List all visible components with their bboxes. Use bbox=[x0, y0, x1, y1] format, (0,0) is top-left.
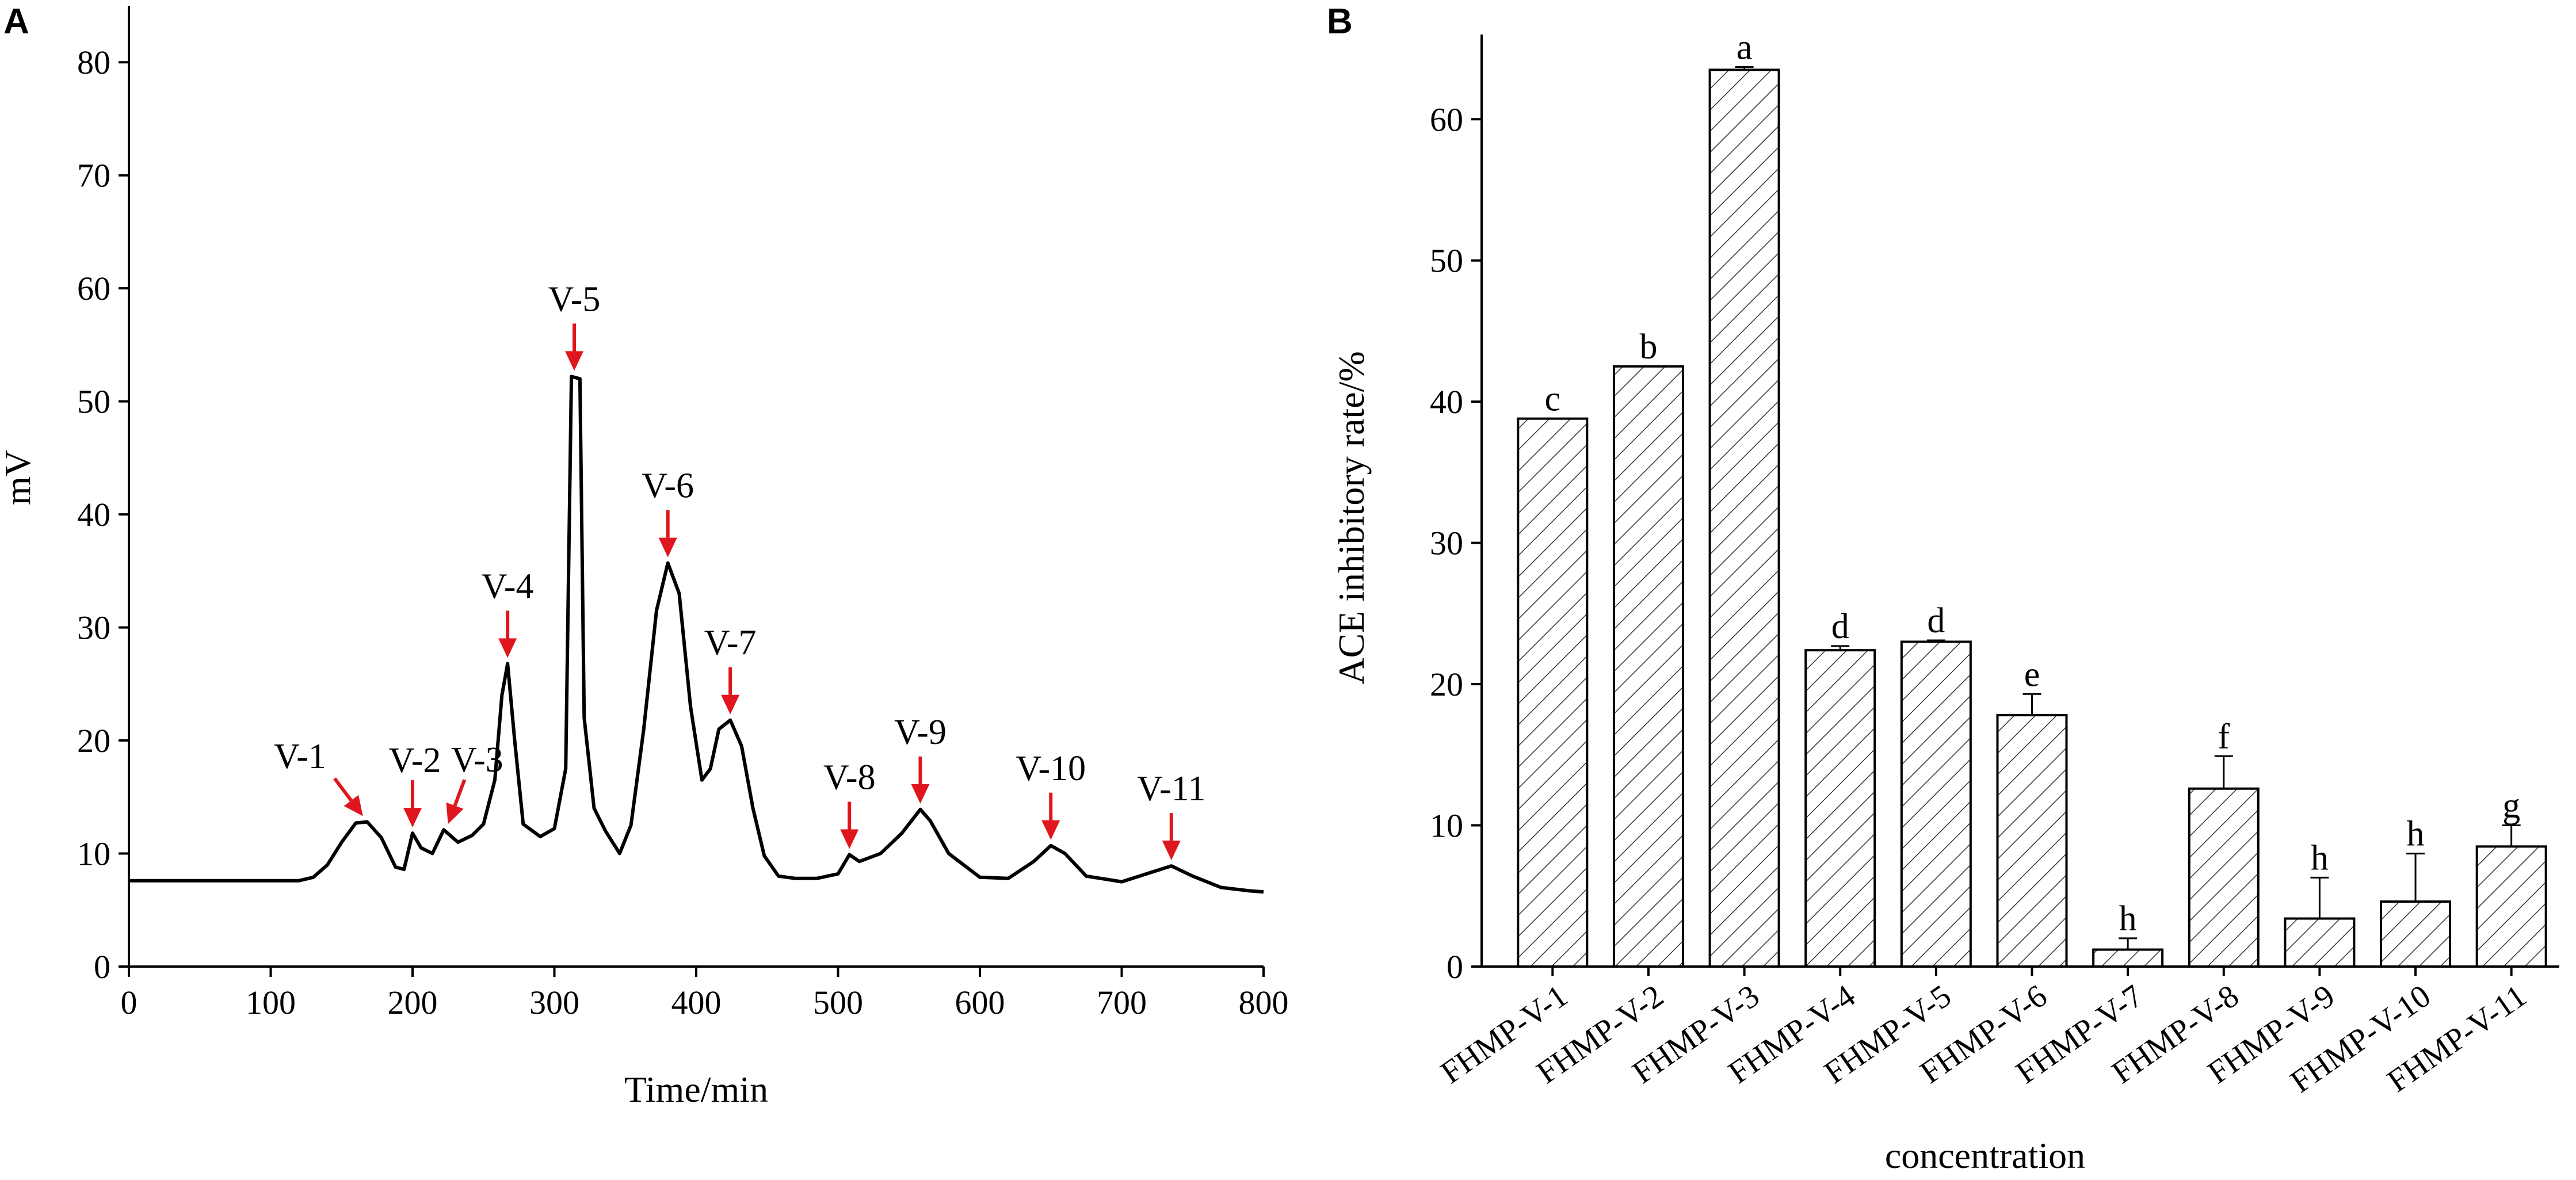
panel-a-x-tick-label: 100 bbox=[246, 984, 296, 1021]
peak-annotation: V-5 bbox=[548, 280, 601, 371]
panel-a-x-tick-label: 600 bbox=[955, 984, 1005, 1021]
significance-letter: h bbox=[2407, 815, 2425, 854]
bar bbox=[1612, 365, 1684, 968]
significance-letter: f bbox=[2218, 717, 2230, 756]
panel-b-y-tick-label: 10 bbox=[1430, 807, 1463, 845]
arrow-head bbox=[1162, 841, 1181, 861]
panel-b-y-tick-label: 50 bbox=[1430, 242, 1463, 280]
panel-a-y-tick-label: 40 bbox=[77, 496, 110, 533]
peak-label: V-3 bbox=[451, 740, 503, 780]
bar bbox=[1517, 417, 1589, 968]
significance-letter: h bbox=[2311, 838, 2329, 877]
arrow-head bbox=[403, 808, 422, 828]
peak-annotation: V-3 bbox=[446, 740, 503, 824]
arrow-head bbox=[911, 784, 930, 804]
panel-a-y-tick-label: 80 bbox=[77, 44, 110, 81]
peak-annotation: V-10 bbox=[1016, 749, 1086, 840]
peak-label: V-9 bbox=[894, 713, 947, 752]
arrow-shaft bbox=[453, 779, 467, 807]
panel-b-y-tick-label: 0 bbox=[1447, 948, 1463, 986]
peak-label: V-11 bbox=[1137, 769, 1205, 808]
panel-a-y-tick-label: 70 bbox=[77, 157, 110, 194]
peak-annotation: V-7 bbox=[704, 624, 757, 715]
panel-b-y-tick-label: 30 bbox=[1430, 525, 1463, 562]
panel-a-x-tick-label: 300 bbox=[529, 984, 579, 1021]
arrow-head bbox=[565, 351, 584, 371]
peak-label: V-5 bbox=[548, 280, 601, 319]
bar bbox=[1996, 714, 2068, 968]
significance-letter: g bbox=[2502, 786, 2520, 826]
bar bbox=[2092, 948, 2164, 968]
chromatogram-chart: 0 10 20 30 40 50 60 70 80 0 100 200 300 400 500 600 700… bbox=[0, 6, 1289, 1110]
arrow-head bbox=[1041, 820, 1060, 840]
peak-annotation: V-11 bbox=[1137, 769, 1205, 861]
arrow-shaft bbox=[333, 777, 353, 802]
significance-letter: c bbox=[1545, 380, 1561, 419]
arrow-head bbox=[840, 829, 859, 849]
panel-a-label: A bbox=[3, 2, 29, 41]
peak-label: V-2 bbox=[389, 741, 441, 780]
panel-a-x-tick-label: 200 bbox=[388, 984, 438, 1021]
panel-a-x-tick-label: 500 bbox=[813, 984, 863, 1021]
peak-label: V-10 bbox=[1016, 749, 1086, 788]
panel-a-x-tick-label: 800 bbox=[1239, 984, 1289, 1021]
panel-a-y-tick-label: 10 bbox=[77, 835, 110, 873]
bar bbox=[2284, 917, 2356, 968]
significance-letter: h bbox=[2119, 899, 2137, 938]
bar bbox=[2475, 845, 2547, 968]
peak-label: V-6 bbox=[642, 467, 694, 506]
significance-letter: a bbox=[1737, 28, 1753, 67]
panel-a-x-label: Time/min bbox=[624, 1069, 768, 1110]
bar bbox=[1708, 68, 1780, 968]
arrow-head bbox=[721, 694, 740, 715]
arrow-head bbox=[658, 537, 677, 557]
panel-a-y-tick-label: 60 bbox=[77, 270, 110, 307]
panel-a-x-tick-label: 0 bbox=[121, 984, 138, 1021]
significance-letter: d bbox=[1831, 607, 1849, 646]
bar bbox=[2380, 900, 2452, 968]
panel-b-y-tick-label: 20 bbox=[1430, 666, 1463, 703]
significance-letter: b bbox=[1639, 327, 1657, 366]
arrow-head bbox=[446, 802, 464, 824]
arrow-head bbox=[498, 638, 517, 658]
bar bbox=[1804, 649, 1876, 968]
chromatogram-line bbox=[129, 375, 1264, 894]
bar bbox=[2188, 787, 2260, 968]
peak-annotation: V-8 bbox=[823, 758, 876, 849]
panel-a-y-tick-label: 30 bbox=[77, 609, 110, 647]
panel-a-y-tick-label: 20 bbox=[77, 722, 110, 759]
peak-label: V-8 bbox=[823, 758, 876, 797]
arrow-head bbox=[344, 795, 363, 816]
peak-label: V-7 bbox=[704, 624, 757, 663]
peak-annotation: V-2 bbox=[389, 741, 441, 828]
significance-letter: d bbox=[1927, 601, 1945, 640]
panel-b-x-label: concentration bbox=[1885, 1135, 2085, 1176]
panel-b-y-label: ACE inhibitory rate/% bbox=[1331, 351, 1372, 684]
peak-annotation: V-1 bbox=[274, 737, 363, 816]
peak-label: V-1 bbox=[274, 737, 326, 776]
panel-b-y-tick-label: 60 bbox=[1430, 101, 1463, 138]
panel-b-y-tick-label: 40 bbox=[1430, 383, 1463, 421]
panel-a-y-tick-label: 50 bbox=[77, 383, 110, 421]
bar bbox=[1900, 640, 1972, 968]
panel-a-y-label: mV bbox=[0, 450, 38, 505]
peak-annotation: V-9 bbox=[894, 713, 947, 804]
significance-letter: e bbox=[2024, 655, 2040, 694]
peak-annotation: V-4 bbox=[482, 567, 534, 658]
panel-a-x-tick-label: 700 bbox=[1097, 984, 1147, 1021]
panel-a-x-tick-label: 400 bbox=[671, 984, 722, 1021]
peak-annotation: V-6 bbox=[642, 467, 694, 557]
panel-a-y-tick-label: 0 bbox=[94, 948, 110, 986]
peak-label: V-4 bbox=[482, 567, 534, 606]
panel-b-label: B bbox=[1327, 2, 1353, 41]
